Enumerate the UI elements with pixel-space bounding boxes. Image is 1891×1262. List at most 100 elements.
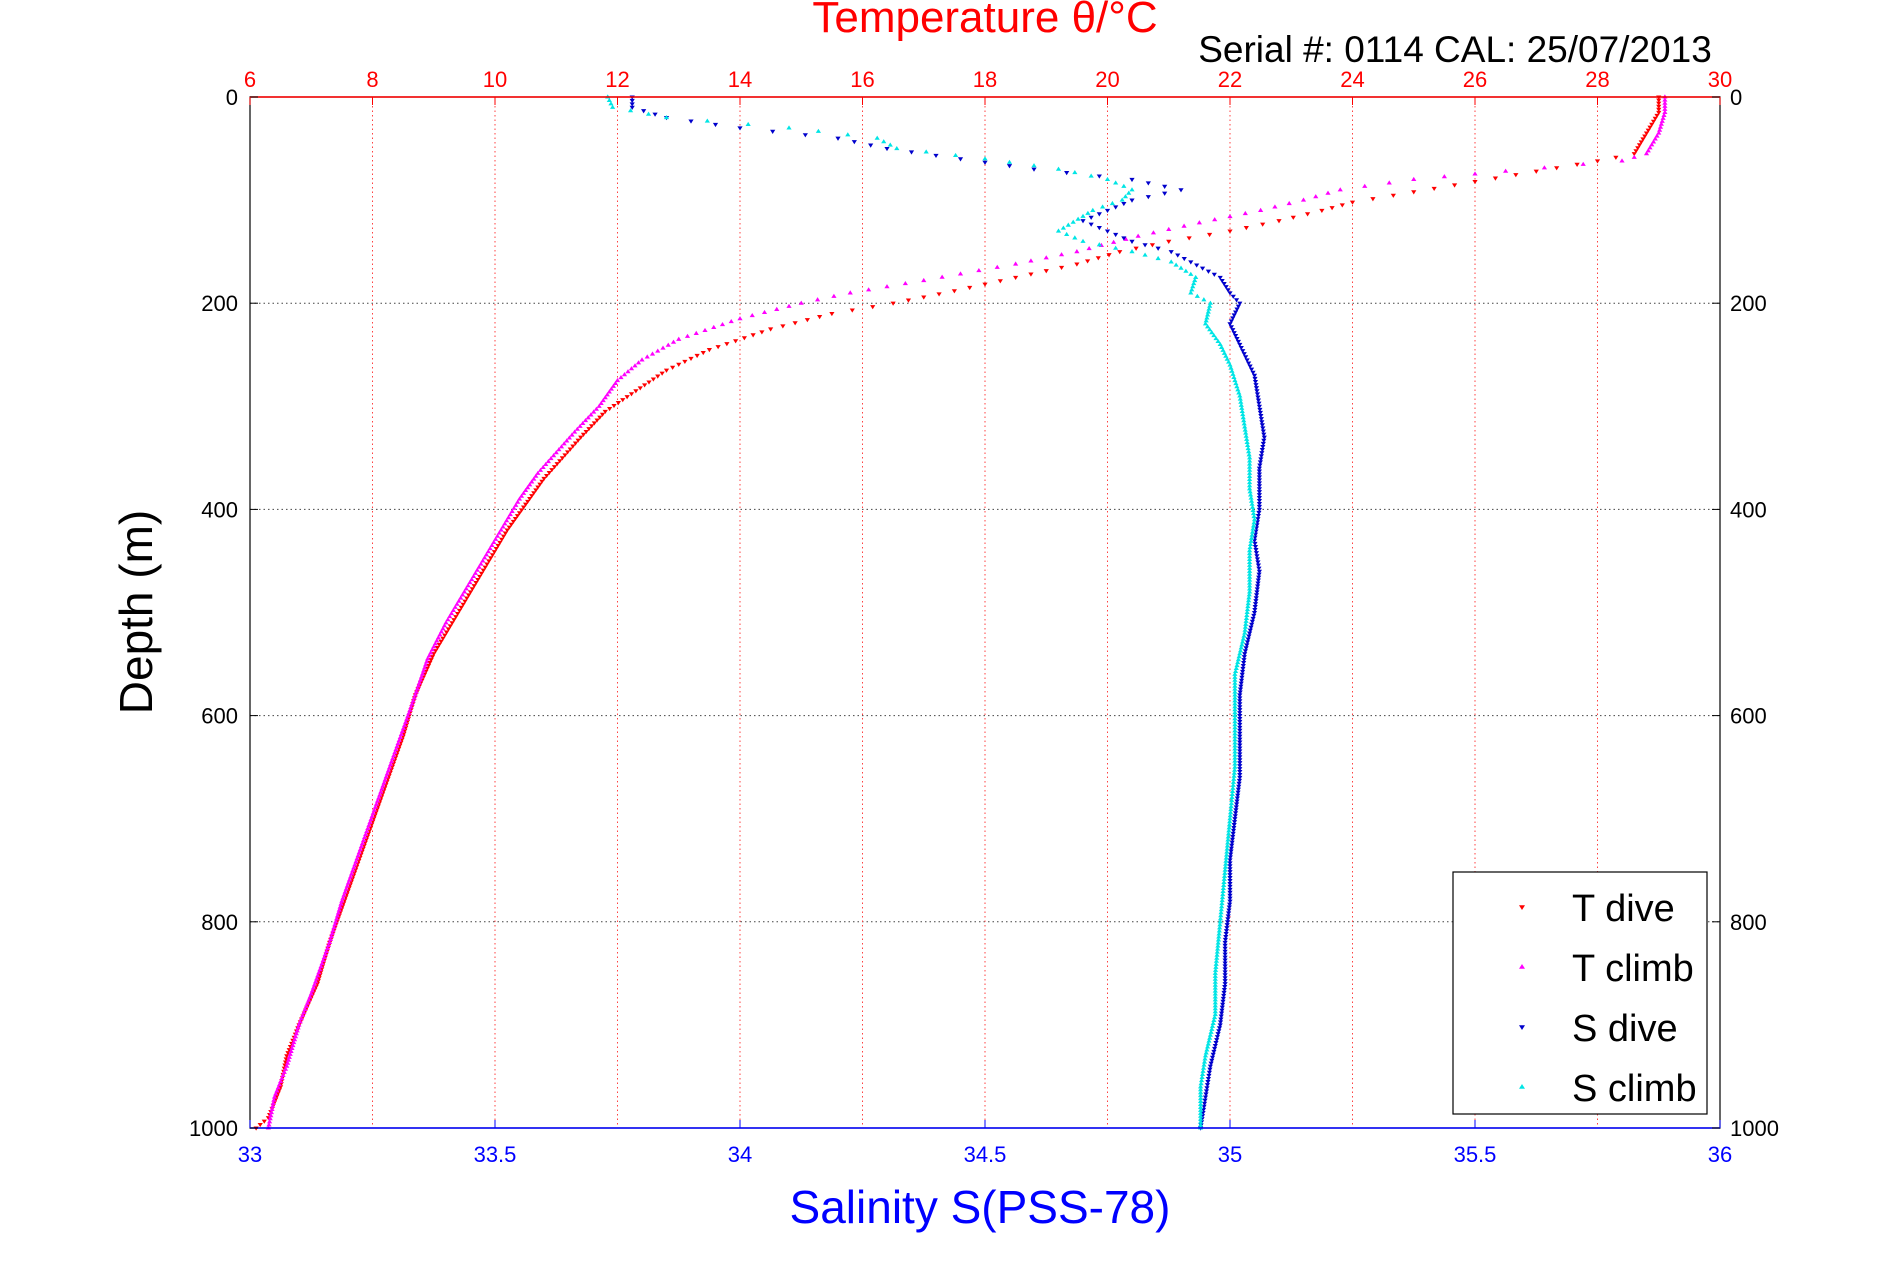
data-point <box>1233 805 1239 810</box>
data-point <box>529 479 535 484</box>
data-point <box>1220 885 1226 891</box>
data-point <box>328 933 334 939</box>
data-point <box>1113 245 1119 250</box>
data-point <box>655 348 661 353</box>
data-point <box>393 746 399 752</box>
data-point <box>1231 776 1237 781</box>
data-point <box>320 958 326 963</box>
data-point <box>1221 282 1227 287</box>
data-point <box>1212 1006 1218 1011</box>
data-point <box>1212 973 1218 978</box>
data-point <box>1248 535 1255 540</box>
data-point <box>280 1072 286 1077</box>
data-point <box>1222 937 1229 943</box>
data-point <box>1256 404 1262 409</box>
data-point <box>312 979 319 984</box>
data-point <box>1202 1053 1209 1058</box>
data-point <box>1237 755 1243 760</box>
data-point <box>1249 501 1255 506</box>
data-point <box>1212 997 1218 1002</box>
data-point <box>1652 136 1658 141</box>
data-point <box>608 386 614 391</box>
data-point <box>1212 217 1218 222</box>
data-point <box>614 377 621 383</box>
data-point <box>1233 811 1239 816</box>
data-point <box>1533 169 1539 174</box>
data-point <box>629 102 635 107</box>
data-point <box>1236 781 1242 786</box>
data-point <box>429 647 435 652</box>
data-point <box>1247 565 1253 570</box>
data-point <box>509 508 515 514</box>
data-point <box>364 828 370 833</box>
data-point <box>596 403 602 408</box>
data-point <box>1217 916 1224 921</box>
data-point <box>310 985 317 990</box>
data-point <box>271 1097 277 1102</box>
data-point <box>319 961 325 966</box>
data-point <box>1237 711 1243 716</box>
data-point <box>1074 262 1080 267</box>
data-point <box>487 545 493 551</box>
data-point <box>456 608 463 614</box>
data-point <box>1178 188 1184 193</box>
data-point <box>665 342 671 347</box>
data-point <box>1255 560 1261 565</box>
data-point <box>1662 106 1668 111</box>
data-point <box>1247 489 1253 494</box>
data-point <box>593 406 600 411</box>
data-point <box>1205 1076 1212 1082</box>
data-point <box>1212 982 1218 987</box>
data-point <box>483 552 490 557</box>
data-point <box>1227 870 1233 875</box>
data-point <box>1253 596 1259 601</box>
data-point <box>520 490 527 495</box>
data-point <box>1222 867 1228 872</box>
tick-label-temperature: 28 <box>1585 67 1609 92</box>
data-point <box>1224 923 1230 928</box>
data-point <box>388 759 395 764</box>
data-point <box>1258 207 1264 212</box>
data-point <box>1208 1029 1214 1034</box>
data-point <box>1237 752 1243 757</box>
data-point <box>418 674 425 679</box>
data-point <box>1233 310 1239 315</box>
data-point <box>334 916 340 921</box>
data-point <box>1213 1041 1219 1046</box>
data-point <box>1240 349 1246 354</box>
data-point <box>1253 548 1259 553</box>
legend-label: T dive <box>1572 888 1675 930</box>
data-point <box>296 1022 302 1027</box>
data-point <box>1121 183 1127 188</box>
data-point <box>1250 616 1256 621</box>
data-point <box>1202 1098 1208 1103</box>
data-point <box>1227 887 1233 892</box>
data-point <box>307 994 313 999</box>
data-point <box>676 336 682 341</box>
data-point <box>1232 737 1238 742</box>
data-point <box>693 330 699 335</box>
data-point <box>1613 155 1619 160</box>
data-point <box>316 970 322 975</box>
data-point <box>502 521 508 526</box>
data-point <box>1142 252 1148 257</box>
data-point <box>1217 922 1223 927</box>
data-point <box>1656 98 1662 103</box>
chart-title: Temperature θ/°C <box>812 0 1157 42</box>
data-point <box>276 1082 282 1087</box>
data-point <box>1203 1050 1209 1055</box>
tick-label-temperature: 10 <box>483 67 507 92</box>
data-point <box>1362 183 1368 188</box>
data-point <box>1257 463 1263 468</box>
data-point <box>1256 501 1262 507</box>
data-point <box>1226 905 1232 910</box>
data-point <box>1250 526 1256 531</box>
data-point <box>1619 158 1625 163</box>
legend-marker <box>1519 905 1525 910</box>
data-point <box>1216 934 1222 939</box>
data-point <box>540 464 546 469</box>
data-point <box>335 910 341 915</box>
data-point <box>1232 764 1238 769</box>
data-point <box>1247 568 1253 573</box>
data-point <box>292 1037 298 1042</box>
